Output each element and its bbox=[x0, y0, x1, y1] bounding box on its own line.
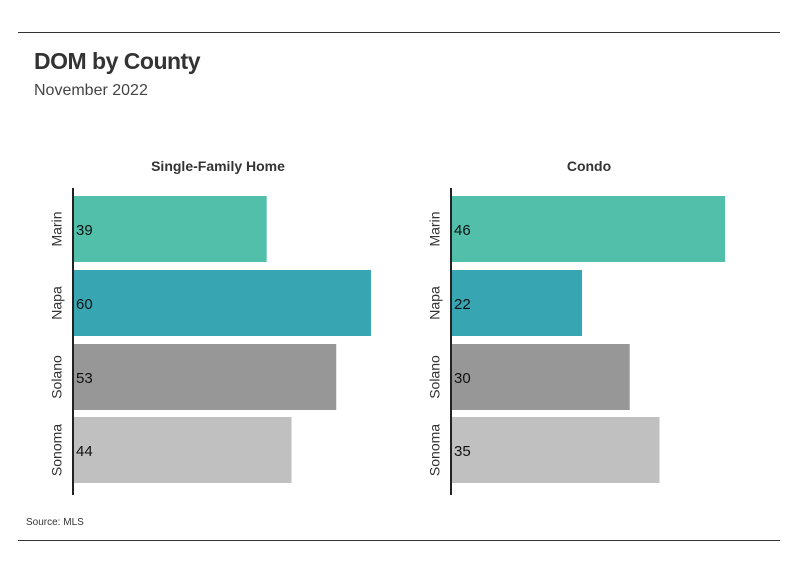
bar-value-marin: 46 bbox=[454, 222, 471, 239]
page-title: DOM by County bbox=[34, 48, 201, 74]
category-label-sonoma: Sonoma bbox=[49, 424, 65, 476]
top-rule bbox=[18, 32, 780, 33]
bar-marin bbox=[73, 196, 267, 262]
category-label-napa: Napa bbox=[427, 286, 443, 320]
category-label-sonoma: Sonoma bbox=[427, 424, 443, 476]
bar-value-solano: 30 bbox=[454, 370, 471, 387]
bar-sonoma bbox=[73, 417, 292, 483]
page-subtitle: November 2022 bbox=[34, 82, 148, 99]
category-label-solano: Solano bbox=[427, 355, 443, 399]
category-label-napa: Napa bbox=[49, 286, 65, 320]
bar-napa bbox=[451, 270, 583, 336]
category-label-solano: Solano bbox=[49, 355, 65, 399]
category-label-marin: Marin bbox=[49, 211, 65, 246]
bar-value-sonoma: 35 bbox=[454, 443, 471, 460]
bar-value-napa: 60 bbox=[76, 296, 93, 313]
bar-napa bbox=[73, 270, 371, 336]
category-label-marin: Marin bbox=[427, 211, 443, 246]
bar-value-napa: 22 bbox=[454, 296, 471, 313]
bar-value-solano: 53 bbox=[76, 370, 93, 387]
bar-sonoma bbox=[451, 417, 660, 483]
bar-solano bbox=[451, 344, 630, 410]
bar-marin bbox=[451, 196, 725, 262]
source-note: Source: MLS bbox=[26, 517, 84, 528]
bar-value-marin: 39 bbox=[76, 222, 93, 239]
panel-0: Single-Family Home 39 Marin 60 Napa 53 Solano 4… bbox=[49, 158, 371, 495]
bar-value-sonoma: 44 bbox=[76, 443, 93, 460]
bottom-rule bbox=[18, 540, 780, 541]
panel-title: Single-Family Home bbox=[151, 158, 285, 174]
panel-1: Condo 46 Marin 22 Napa 30 Solano 35 Sonoma bbox=[427, 158, 725, 495]
panel-title: Condo bbox=[567, 158, 611, 174]
bar-solano bbox=[73, 344, 337, 410]
